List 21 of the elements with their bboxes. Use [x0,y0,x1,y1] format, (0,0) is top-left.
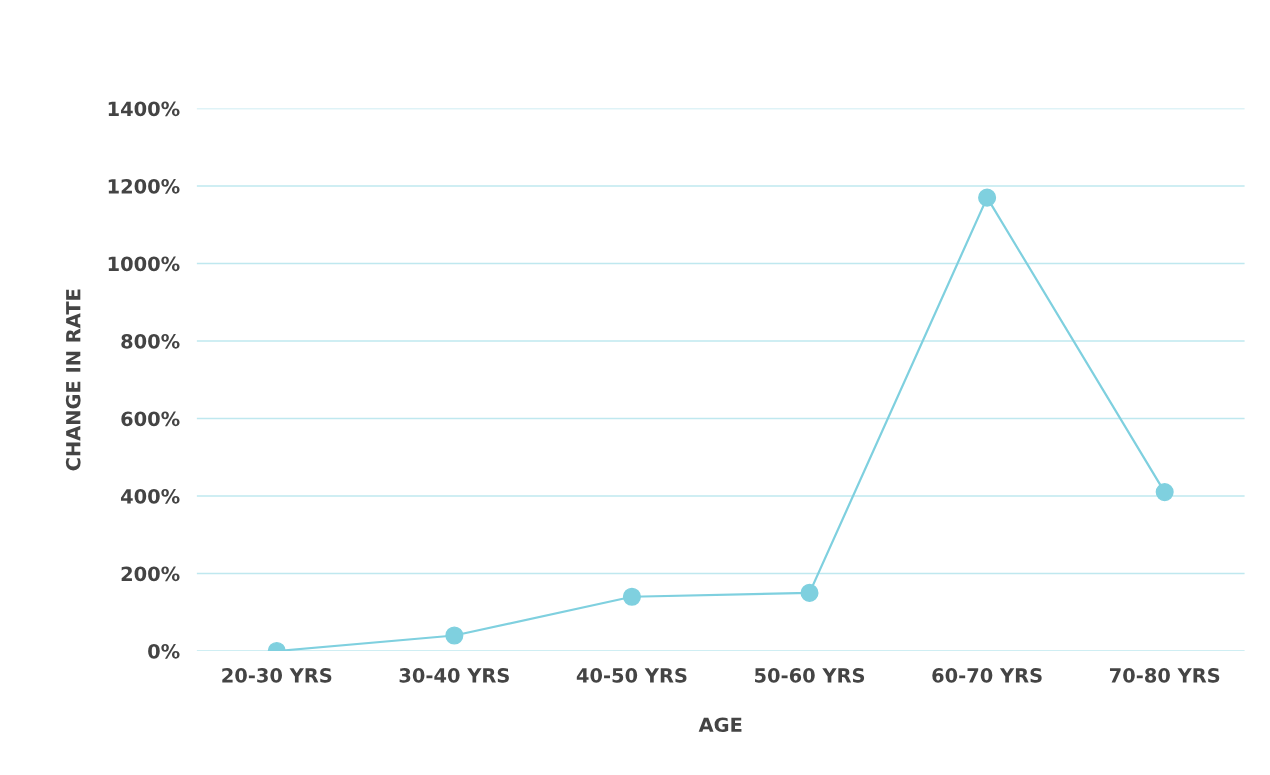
y-tick-label: 600% [121,411,180,427]
y-tick-label: 800% [121,333,180,349]
x-tick-label: 50-60 YRS [755,668,865,683]
y-tick-label: 1200% [108,178,180,194]
point [622,587,641,606]
x-tick-label: 60-70 YRS [932,668,1042,683]
x-axis-title: AGE [698,717,742,733]
point [445,626,464,645]
x-tick-label: 20-30 YRS [222,668,332,683]
y-tick-label: 400% [120,488,180,504]
y-tick-label: 1400% [108,101,180,117]
x-tick-label: 70-80 YRS [1109,668,1220,683]
y-axis-title: CHANGE IN RATE [65,289,81,471]
point [1155,483,1174,502]
x-tick-label: 40-50 YRS [576,668,687,683]
y-tick-label: 0% [148,643,180,659]
y-tick-label: 1000% [108,256,180,272]
y-tick-label: 200% [121,566,180,582]
point [800,583,819,602]
x-tick-label: 30-40 YRS [399,668,509,683]
point [978,188,997,207]
